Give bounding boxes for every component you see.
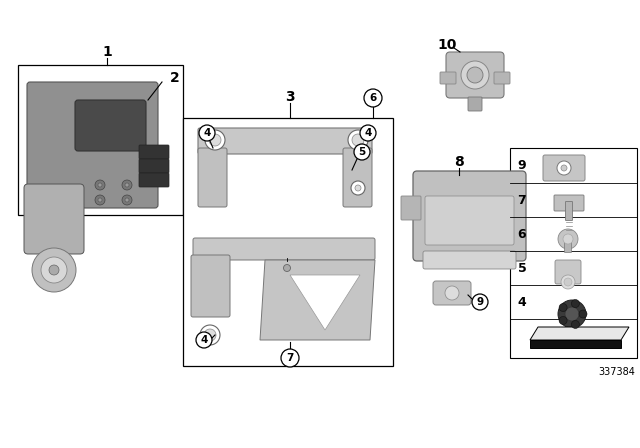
Bar — [510, 148, 637, 358]
FancyBboxPatch shape — [446, 52, 504, 98]
FancyBboxPatch shape — [413, 171, 526, 261]
FancyBboxPatch shape — [198, 128, 372, 154]
FancyBboxPatch shape — [198, 148, 227, 207]
Text: 1: 1 — [102, 45, 112, 59]
FancyBboxPatch shape — [564, 237, 572, 253]
Text: 5: 5 — [518, 262, 526, 275]
FancyBboxPatch shape — [24, 184, 84, 254]
Polygon shape — [530, 340, 621, 348]
FancyBboxPatch shape — [425, 196, 514, 245]
Text: 6: 6 — [369, 93, 376, 103]
Text: 337384: 337384 — [598, 367, 635, 377]
Text: 5: 5 — [358, 147, 365, 157]
Circle shape — [559, 304, 567, 311]
FancyBboxPatch shape — [139, 173, 169, 187]
Circle shape — [364, 89, 382, 107]
Text: 7: 7 — [518, 194, 526, 207]
Circle shape — [95, 180, 105, 190]
Circle shape — [467, 67, 483, 83]
Polygon shape — [290, 275, 360, 330]
Text: 2: 2 — [170, 71, 180, 85]
Circle shape — [558, 229, 578, 249]
FancyBboxPatch shape — [139, 145, 169, 159]
Circle shape — [348, 130, 368, 150]
FancyBboxPatch shape — [440, 72, 456, 84]
Polygon shape — [260, 260, 375, 340]
Text: 4: 4 — [518, 296, 526, 309]
Bar — [183, 118, 393, 366]
Circle shape — [352, 134, 364, 146]
Circle shape — [561, 165, 567, 171]
Circle shape — [32, 248, 76, 292]
Circle shape — [572, 300, 579, 307]
FancyBboxPatch shape — [554, 195, 584, 211]
FancyBboxPatch shape — [27, 82, 158, 208]
Polygon shape — [530, 327, 629, 340]
Circle shape — [558, 300, 586, 328]
FancyBboxPatch shape — [555, 260, 581, 284]
Circle shape — [125, 198, 129, 202]
Circle shape — [204, 329, 216, 341]
FancyBboxPatch shape — [468, 97, 482, 111]
Circle shape — [122, 195, 132, 205]
Text: 4: 4 — [364, 128, 372, 138]
FancyBboxPatch shape — [494, 72, 510, 84]
Circle shape — [579, 310, 587, 318]
Circle shape — [355, 185, 361, 191]
Circle shape — [572, 320, 579, 328]
FancyBboxPatch shape — [401, 196, 421, 220]
Circle shape — [351, 181, 365, 195]
Circle shape — [49, 265, 59, 275]
FancyBboxPatch shape — [543, 155, 585, 181]
Circle shape — [205, 130, 225, 150]
Text: 7: 7 — [286, 353, 294, 363]
Circle shape — [196, 332, 212, 348]
FancyBboxPatch shape — [75, 100, 146, 151]
Circle shape — [360, 125, 376, 141]
Text: 10: 10 — [437, 38, 457, 52]
Text: 4: 4 — [200, 335, 208, 345]
Circle shape — [284, 264, 291, 271]
FancyBboxPatch shape — [139, 159, 169, 173]
Circle shape — [200, 325, 220, 345]
Circle shape — [445, 286, 459, 300]
Circle shape — [557, 161, 571, 175]
Circle shape — [561, 275, 575, 289]
Circle shape — [95, 195, 105, 205]
Circle shape — [564, 278, 572, 286]
FancyBboxPatch shape — [566, 202, 573, 220]
Bar — [18, 65, 183, 215]
Text: 3: 3 — [285, 90, 295, 104]
FancyBboxPatch shape — [423, 251, 516, 269]
Circle shape — [461, 61, 489, 89]
Circle shape — [98, 198, 102, 202]
Text: 6: 6 — [518, 228, 526, 241]
Circle shape — [125, 183, 129, 187]
FancyBboxPatch shape — [433, 281, 471, 305]
Text: 9: 9 — [518, 159, 526, 172]
Circle shape — [281, 349, 299, 367]
FancyBboxPatch shape — [343, 148, 372, 207]
Circle shape — [565, 307, 579, 321]
Circle shape — [472, 294, 488, 310]
Circle shape — [563, 234, 573, 244]
Circle shape — [41, 257, 67, 283]
FancyBboxPatch shape — [193, 238, 375, 260]
Circle shape — [559, 316, 567, 324]
FancyBboxPatch shape — [191, 255, 230, 317]
Circle shape — [354, 144, 370, 160]
Circle shape — [98, 183, 102, 187]
Text: 9: 9 — [476, 297, 484, 307]
Circle shape — [209, 134, 221, 146]
Text: 8: 8 — [454, 155, 464, 169]
Circle shape — [199, 125, 215, 141]
Circle shape — [122, 180, 132, 190]
Text: 4: 4 — [204, 128, 211, 138]
